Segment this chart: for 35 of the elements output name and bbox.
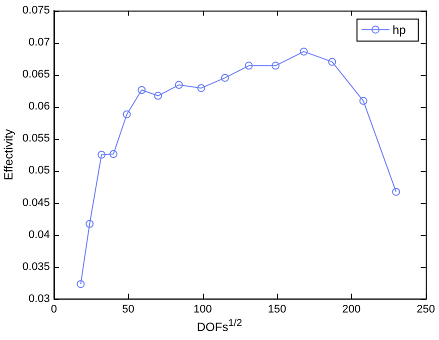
point [174,80,183,89]
point [197,84,206,92]
y-tick-label: 0.045 [22,196,50,209]
y-tick-label: 0.07 [28,36,50,49]
y-tick-label: 0.03 [28,292,50,305]
point [86,220,94,228]
x-tick-label: 0 [50,303,57,316]
point [154,92,162,100]
point [76,280,85,288]
y-tick-label: 0.04 [28,228,50,241]
y-axis-title: Effectivity [2,129,16,180]
x-axis-title: DOFs$^{1/2}$ [196,318,244,334]
y-tick-label: 0.05 [28,164,50,177]
point [272,62,280,70]
legend-label: hp [392,22,406,37]
point [328,58,336,66]
point [221,74,229,82]
x-tick-label: 250 [416,303,436,316]
x-tick-label: 50 [122,303,134,316]
point [138,86,146,94]
point [392,188,400,196]
point [122,110,131,118]
y-tick-label: 0.065 [22,68,50,81]
point [98,150,106,159]
y-tick-label: 0.075 [22,4,50,17]
point [109,150,118,158]
x-tick-label: 200 [342,303,361,316]
y-tick-label: 0.06 [28,100,50,113]
point [300,48,308,56]
y-tick-label: 0.055 [22,132,50,145]
x-tick-label: 150 [268,303,286,316]
x-tick-label: 100 [194,303,212,316]
point [244,62,253,70]
point [359,96,368,105]
y-tick-label: 0.035 [22,260,50,273]
